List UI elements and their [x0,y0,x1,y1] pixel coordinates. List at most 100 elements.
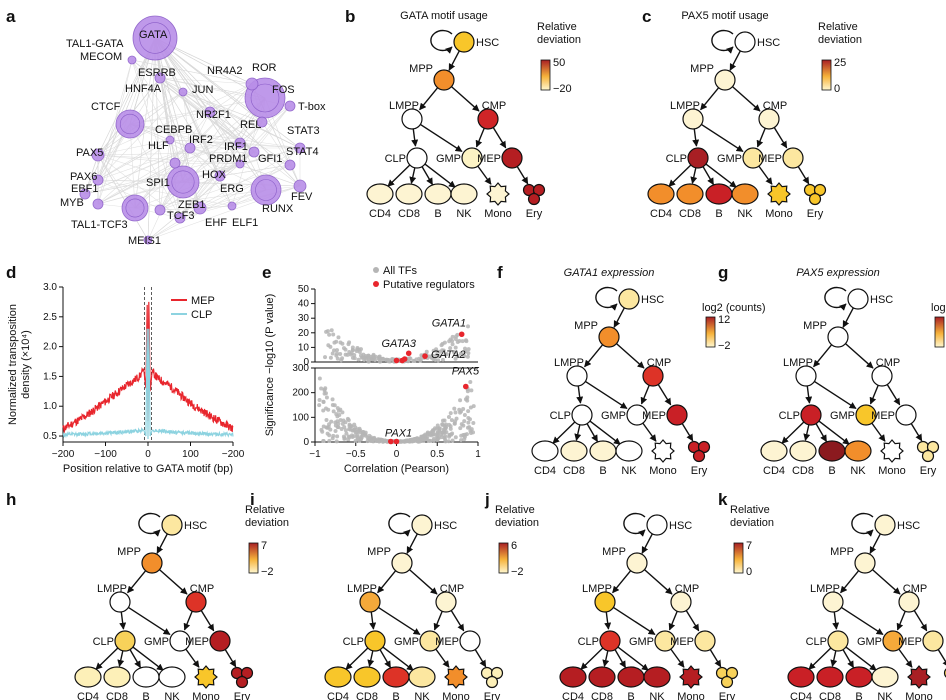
point-all-tfs [435,423,440,428]
node-mpp [714,69,736,91]
lineage-arrow [705,163,737,188]
chart-e-correlation-scatter: 0 10 20 30 40 50 0 100 200 300 −1 −0.5 0 0.5 1 Correlat… [264,265,481,475]
node-cd8 [816,666,844,688]
lineage-arrow [475,127,485,148]
point-all-tfs [332,348,337,353]
point-all-tfs [345,416,350,421]
node-cmp [758,108,780,130]
tree-title: PAX5 expression [796,267,880,279]
node-label-clp: CLP [666,153,687,165]
y-tick-label: 20 [298,328,310,339]
lineage-arrow [871,422,886,442]
legend-min: 0 [834,83,840,95]
lineage-arrow [604,611,612,630]
point-all-tfs [352,422,357,427]
node-label-clp: CLP [93,636,114,648]
point-all-tfs [319,386,324,391]
node-label-clp: CLP [385,153,406,165]
point-all-tfs [424,349,429,354]
network-edge [129,123,301,149]
node-lmpp [822,591,844,613]
x-tick-label: 0 [394,449,400,460]
lineage-arrow [586,423,599,443]
node-ery [926,440,940,454]
node-cd4 [559,666,587,688]
point-all-tfs [339,426,344,431]
point-all-tfs [462,419,467,424]
lineage-arrow [758,165,773,185]
point-all-tfs [350,347,355,352]
network-edge [97,59,133,205]
node-label-lmpp: LMPP [554,357,584,369]
point-all-tfs [371,354,376,359]
point-all-tfs [333,428,338,433]
node-nk [408,666,436,688]
network-node-ring [250,83,280,113]
node-label-b: B [828,465,835,477]
node-label-mono: Mono [649,465,677,477]
node-label-mpp: MPP [830,546,854,558]
point-gata1 [458,331,465,338]
network-edge [159,139,171,211]
network-label: JUN [192,84,213,96]
network-node [178,87,188,97]
point-all-tfs [356,357,361,362]
node-hsc [618,288,640,310]
y-axis-label-line: Normalized transposition [7,304,19,425]
node-label-clp: CLP [550,410,571,422]
node-label-hsc: HSC [434,520,457,532]
node-cd4 [366,183,394,205]
node-cmp [477,108,499,130]
lineage-arrow [419,87,439,111]
point-all-tfs [328,344,333,349]
network-node [174,212,186,224]
legend-title: deviation [537,34,581,46]
node-ery [725,666,739,680]
lineage-arrow [815,423,828,443]
point-all-tfs [439,343,444,348]
network-edge [182,164,291,183]
node-label-ery: Ery [719,691,736,700]
node-ery [485,675,499,689]
point-all-tfs [431,432,436,437]
x-tick-label: −200 [52,449,75,460]
node-label-gmp: GMP [830,410,855,422]
node-mono [907,665,931,689]
node-label-cd4: CD4 [790,691,812,700]
node-clp [114,630,136,652]
node-label-b: B [599,465,606,477]
node-hsc [411,514,433,536]
lineage-arrow [690,167,698,184]
lineage-arrow [132,646,164,671]
x-tick-label: −100 [94,449,117,460]
lineage-arrow [805,385,813,404]
node-mpp [598,326,620,348]
lineage-arrow [842,307,854,328]
lineage-arrow [613,606,656,636]
node-ery [808,192,822,206]
node-gmp [654,630,676,652]
node-nk [158,666,186,688]
node-lmpp [594,591,616,613]
point-all-tfs [335,434,340,439]
node-clp [406,147,428,169]
point-all-tfs [453,345,458,350]
point-all-tfs [454,334,459,339]
x-tick-label: 0 [145,449,151,460]
network-label: RUNX [262,203,294,215]
point-all-tfs [411,358,416,363]
point-all-tfs [468,380,473,385]
panel-letter: k [718,490,728,509]
legend-colorbar [248,542,259,574]
network-edge [182,91,301,149]
lineage-arrow [840,570,860,594]
point-all-tfs [465,395,470,400]
network-edge [84,154,99,195]
network-label: IRF2 [189,134,213,146]
lineage-arrow [369,611,377,630]
y-tick-label: 200 [292,388,309,399]
x-tick-label: −200 [222,449,245,460]
node-ery [235,675,249,689]
node-cmp [185,591,207,613]
node-mep [922,630,944,652]
